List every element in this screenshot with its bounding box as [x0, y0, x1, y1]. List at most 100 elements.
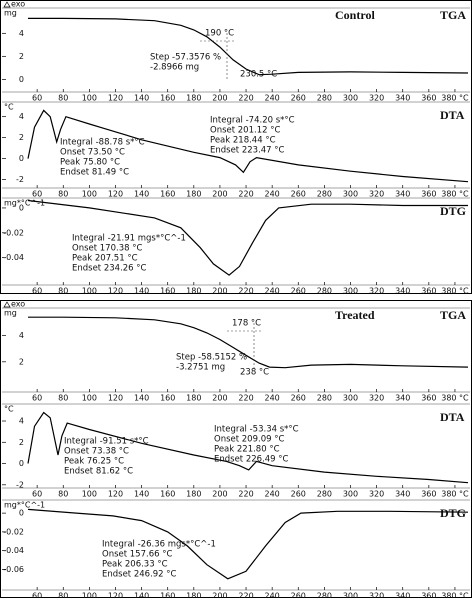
x-tick-label: 120: [108, 287, 123, 296]
x-tick-label: 60: [32, 394, 42, 403]
y-tick-label: -0.06: [3, 565, 24, 574]
annotation: Peak 207.51 °C: [72, 254, 138, 264]
annotation: 190 °C: [205, 29, 234, 39]
x-tick-label: 120: [108, 190, 123, 199]
x-tick-label: 140: [134, 94, 149, 103]
annotation: Integral -53.34 s*°C: [214, 425, 299, 435]
x-tick-label: 160: [160, 394, 175, 403]
panel-title: TGA: [440, 8, 466, 22]
x-tick-label: 280: [317, 394, 332, 403]
x-tick-label: 300: [343, 287, 358, 296]
x-tick-label: 360: [421, 190, 436, 199]
y-axis-label: mg*°C^-1: [4, 501, 45, 510]
x-tick-label: 260: [291, 490, 306, 499]
x-tick-label: 180: [186, 190, 201, 199]
x-tick-label: 120: [108, 394, 123, 403]
x-tick-label: 80: [58, 287, 68, 296]
annotation: Integral -21.91 mgs*°C^-1: [72, 234, 186, 244]
x-tick-label: 100: [82, 592, 97, 598]
x-tick-label: 380 °C: [441, 490, 469, 499]
x-tick-label: 140: [134, 394, 149, 403]
x-tick-label: 280: [317, 490, 332, 499]
x-tick-label: 340: [395, 592, 410, 598]
x-tick-label: 260: [291, 287, 306, 296]
x-tick-label: 320: [369, 287, 384, 296]
x-tick-label: 340: [395, 394, 410, 403]
x-tick-label: 200: [212, 490, 227, 499]
y-tick-label: 2: [19, 438, 24, 447]
curve: [27, 109, 469, 183]
y-axis-label: mg: [4, 309, 17, 318]
annotation: Endset 226.49 °C: [214, 455, 289, 465]
x-tick-label: 240: [265, 287, 280, 296]
x-tick-label: 60: [32, 490, 42, 499]
x-tick-label: 280: [317, 287, 332, 296]
x-tick-label: 260: [291, 94, 306, 103]
x-tick-label: 340: [395, 490, 410, 499]
annotation: Onset 170.38 °C: [72, 244, 142, 254]
x-tick-label: 180: [186, 94, 201, 103]
annotation: -2.8966 mg: [150, 63, 199, 73]
x-tick-label: 220: [238, 394, 253, 403]
annotation: Integral -26.36 mgs*°C^-1: [102, 540, 216, 550]
x-tick-label: 160: [160, 287, 175, 296]
x-tick-label: 180: [186, 394, 201, 403]
x-tick-label: 240: [265, 94, 280, 103]
annotation: Endset 81.62 °C: [64, 467, 133, 477]
x-tick-label: 220: [238, 490, 253, 499]
x-tick-label: 200: [212, 287, 227, 296]
annotation: 238 °C: [240, 368, 269, 378]
annotation: Endset 234.26 °C: [72, 264, 147, 274]
x-tick-label: 320: [369, 394, 384, 403]
y-tick-label: 2: [19, 133, 24, 142]
x-tick-label: 320: [369, 94, 384, 103]
y-tick-label: -0.02: [3, 228, 24, 237]
curve: [28, 17, 469, 76]
x-tick-label: 360: [421, 490, 436, 499]
x-tick-label: 100: [82, 94, 97, 103]
x-tick-label: 120: [108, 592, 123, 598]
x-tick-label: 60: [32, 94, 42, 103]
exo-label: exo: [11, 0, 25, 9]
y-tick-label: 0: [19, 154, 24, 163]
x-tick-label: 100: [82, 394, 97, 403]
annotation: Peak 75.80 °C: [60, 158, 120, 168]
curve: [27, 199, 468, 276]
x-tick-label: 80: [58, 394, 68, 403]
x-tick-label: 220: [238, 190, 253, 199]
annotation: Step -58.5152 %: [176, 353, 247, 363]
x-tick-label: 220: [238, 287, 253, 296]
x-tick-label: 120: [108, 94, 123, 103]
annotation: Onset 73.38 °C: [64, 447, 129, 457]
annotation: Endset 223.47 °C: [210, 146, 285, 156]
x-tick-label: 160: [160, 490, 175, 499]
x-tick-label: 280: [317, 94, 332, 103]
x-tick-label: 380 °C: [441, 394, 469, 403]
y-tick-label: -0.02: [3, 527, 24, 536]
x-tick-label: 140: [134, 287, 149, 296]
x-tick-label: 320: [369, 490, 384, 499]
annotation: Onset 73.50 °C: [60, 148, 125, 158]
annotation: 178 °C: [232, 319, 261, 329]
panel-title: DTA: [440, 410, 465, 424]
y-tick-label: -2: [16, 175, 24, 184]
x-tick-label: 260: [291, 592, 306, 598]
annotation: Integral -74.20 s*°C: [210, 116, 295, 126]
x-tick-label: 300: [343, 394, 358, 403]
x-tick-label: 140: [134, 592, 149, 598]
x-tick-label: 120: [108, 490, 123, 499]
x-tick-label: 100: [82, 490, 97, 499]
panel-title: DTG: [440, 506, 466, 520]
x-tick-label: 80: [58, 190, 68, 199]
x-tick-label: 360: [421, 394, 436, 403]
x-tick-label: 160: [160, 190, 175, 199]
y-tick-label: 2: [19, 357, 24, 366]
x-tick-label: 80: [58, 490, 68, 499]
x-tick-label: 360: [421, 592, 436, 598]
x-tick-label: 240: [265, 490, 280, 499]
x-tick-label: 80: [58, 592, 68, 598]
x-tick-label: 140: [134, 490, 149, 499]
curve: [27, 508, 469, 580]
curve: [28, 316, 469, 369]
y-tick-label: 2: [19, 52, 24, 61]
